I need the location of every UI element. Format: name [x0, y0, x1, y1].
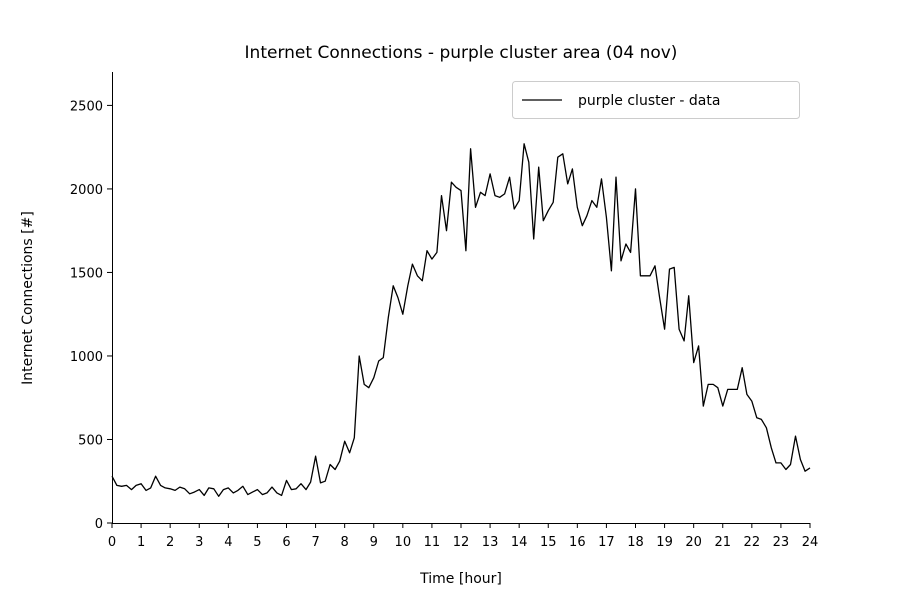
x-tick-label: 22 [744, 535, 761, 550]
x-tick-label: 15 [540, 535, 557, 550]
x-tick-label: 1 [137, 535, 145, 550]
x-tick-label: 2 [166, 535, 174, 550]
y-tick-label: 0 [95, 517, 103, 532]
y-tick-label: 1000 [70, 350, 103, 365]
x-tick-label: 10 [395, 535, 412, 550]
chart-title: Internet Connections - purple cluster ar… [245, 43, 678, 63]
x-tick-label: 16 [569, 535, 586, 550]
y-ticks: 0 500 1000 1500 2000 2500 [70, 99, 112, 532]
x-tick-label: 12 [453, 535, 470, 550]
x-tick-label: 13 [482, 535, 499, 550]
y-tick-label: 500 [78, 433, 103, 448]
x-tick-label: 7 [311, 535, 319, 550]
x-ticks: 0 1 2 3 4 5 6 7 8 9 10 11 12 13 14 15 16 17 18 19 20 21 22 23 24 [108, 523, 818, 550]
x-axis-label: Time [hour] [419, 571, 502, 587]
y-axis-label: Internet Connections [#] [20, 211, 36, 385]
legend-box [512, 81, 800, 119]
legend: purple cluster - data [512, 81, 800, 119]
y-tick-label: 2500 [70, 99, 103, 114]
x-tick-label: 18 [627, 535, 644, 550]
x-tick-label: 24 [802, 535, 819, 550]
series-line-purple-cluster [111, 143, 811, 497]
x-tick-label: 19 [656, 535, 673, 550]
x-tick-label: 17 [598, 535, 615, 550]
x-tick-label: 0 [108, 535, 116, 550]
y-tick-label: 2000 [70, 183, 103, 198]
y-tick-label: 1500 [70, 266, 103, 281]
axes: 0 1 2 3 4 5 6 7 8 9 10 11 12 13 14 15 16 17 18 19 20 21 22 23 24… [70, 72, 818, 550]
x-tick-label: 23 [773, 535, 790, 550]
legend-label: purple cluster - data [578, 93, 720, 109]
x-tick-label: 9 [370, 535, 378, 550]
x-tick-label: 5 [253, 535, 261, 550]
x-tick-label: 11 [424, 535, 441, 550]
x-tick-label: 4 [224, 535, 232, 550]
x-tick-label: 20 [685, 535, 702, 550]
x-tick-label: 3 [195, 535, 203, 550]
x-tick-label: 21 [714, 535, 731, 550]
x-tick-label: 8 [341, 535, 349, 550]
x-tick-label: 6 [282, 535, 290, 550]
x-tick-label: 14 [511, 535, 528, 550]
